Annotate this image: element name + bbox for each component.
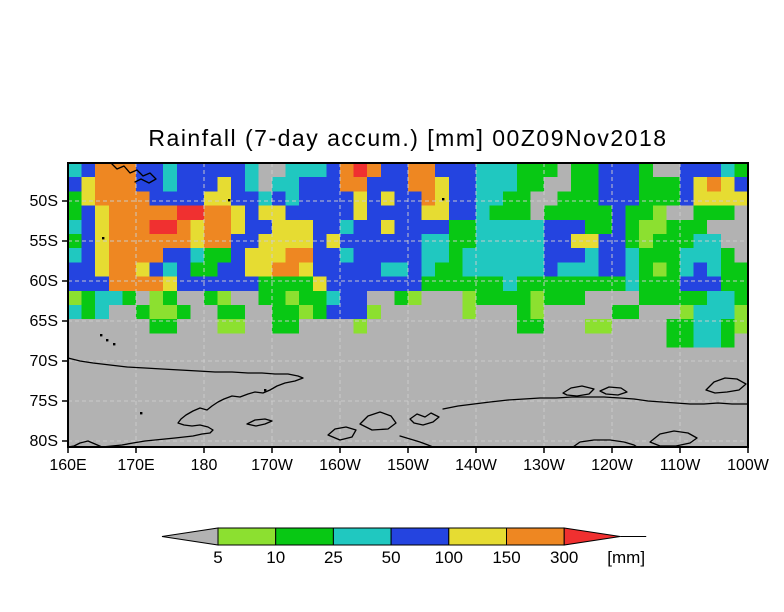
colorbar-segment xyxy=(506,527,565,546)
island-dot xyxy=(140,412,143,415)
lat-tick-label: 55S xyxy=(30,233,58,250)
coastline-path xyxy=(67,357,304,448)
island-dot xyxy=(228,199,231,202)
coastline-path xyxy=(327,426,357,441)
colorbar-above-max-arrow xyxy=(563,527,621,546)
colorbar-tick-label: 5 xyxy=(213,548,222,567)
island-dot xyxy=(106,339,109,342)
island-dot xyxy=(442,198,445,201)
lon-tick-label: 100W xyxy=(727,457,770,474)
coastline-path xyxy=(562,385,595,397)
lat-tick-label: 75S xyxy=(30,393,58,410)
lon-tick-label: 170W xyxy=(251,457,294,474)
colorbar-tick-label: 100 xyxy=(435,548,463,567)
lon-tick-label: 160W xyxy=(319,457,362,474)
colorbar-segment xyxy=(390,527,450,546)
coastline-path xyxy=(409,412,440,426)
coastline-path xyxy=(399,435,434,448)
island-dot xyxy=(102,237,105,240)
colorbar-tick-label: 25 xyxy=(324,548,343,567)
lon-tick-label: 180 xyxy=(191,457,218,474)
lon-tick-label: 120W xyxy=(591,457,634,474)
lon-tick-label: 150W xyxy=(387,457,430,474)
island-dot xyxy=(100,334,103,337)
colorbar-segment xyxy=(448,527,507,546)
lon-tick-label: 130W xyxy=(523,457,566,474)
colorbar-segment xyxy=(332,527,392,546)
plot-title: Rainfall (7-day accum.) [mm] 00Z09Nov201… xyxy=(148,125,668,151)
coastline-path xyxy=(599,386,628,396)
lon-tick-label: 170E xyxy=(117,457,154,474)
antarctic-coastlines xyxy=(67,162,749,448)
lat-tick-label: 70S xyxy=(30,353,58,370)
colorbar-unit-label: [mm] xyxy=(607,548,645,567)
coastline-path xyxy=(110,162,157,184)
lon-tick-label: 160E xyxy=(49,457,86,474)
latlon-gridlines xyxy=(68,163,748,447)
colorbar-tick-label: 10 xyxy=(266,548,285,567)
colorbar-tick-label: 50 xyxy=(382,548,401,567)
coastline-path xyxy=(572,439,638,448)
axis-ticks-and-labels: 160E 170E 180 170W 160W 150W 140W 130W 120W 110W 1… xyxy=(30,193,770,474)
lat-tick-label: 50S xyxy=(30,193,58,210)
coastline-path xyxy=(359,411,397,431)
colorbar-tick-label: 150 xyxy=(492,548,520,567)
lat-tick-label: 80S xyxy=(30,433,58,450)
rainfall-shaded-field xyxy=(68,163,749,448)
colorbar: 5 10 25 50 100 150 300 [mm] xyxy=(161,527,647,567)
coastline-path xyxy=(246,418,273,427)
coastline-path xyxy=(442,396,749,410)
coastline-path xyxy=(705,377,747,394)
lon-tick-label: 140W xyxy=(455,457,498,474)
island-dot xyxy=(113,343,116,346)
colorbar-segment xyxy=(217,527,277,546)
island-dot xyxy=(264,389,267,392)
colorbar-segment xyxy=(275,527,334,546)
lat-tick-label: 65S xyxy=(30,313,58,330)
lat-tick-label: 60S xyxy=(30,273,58,290)
lon-tick-label: 110W xyxy=(660,457,702,474)
colorbar-tick-label: 300 xyxy=(550,548,578,567)
colorbar-below-min-arrow xyxy=(161,527,219,546)
